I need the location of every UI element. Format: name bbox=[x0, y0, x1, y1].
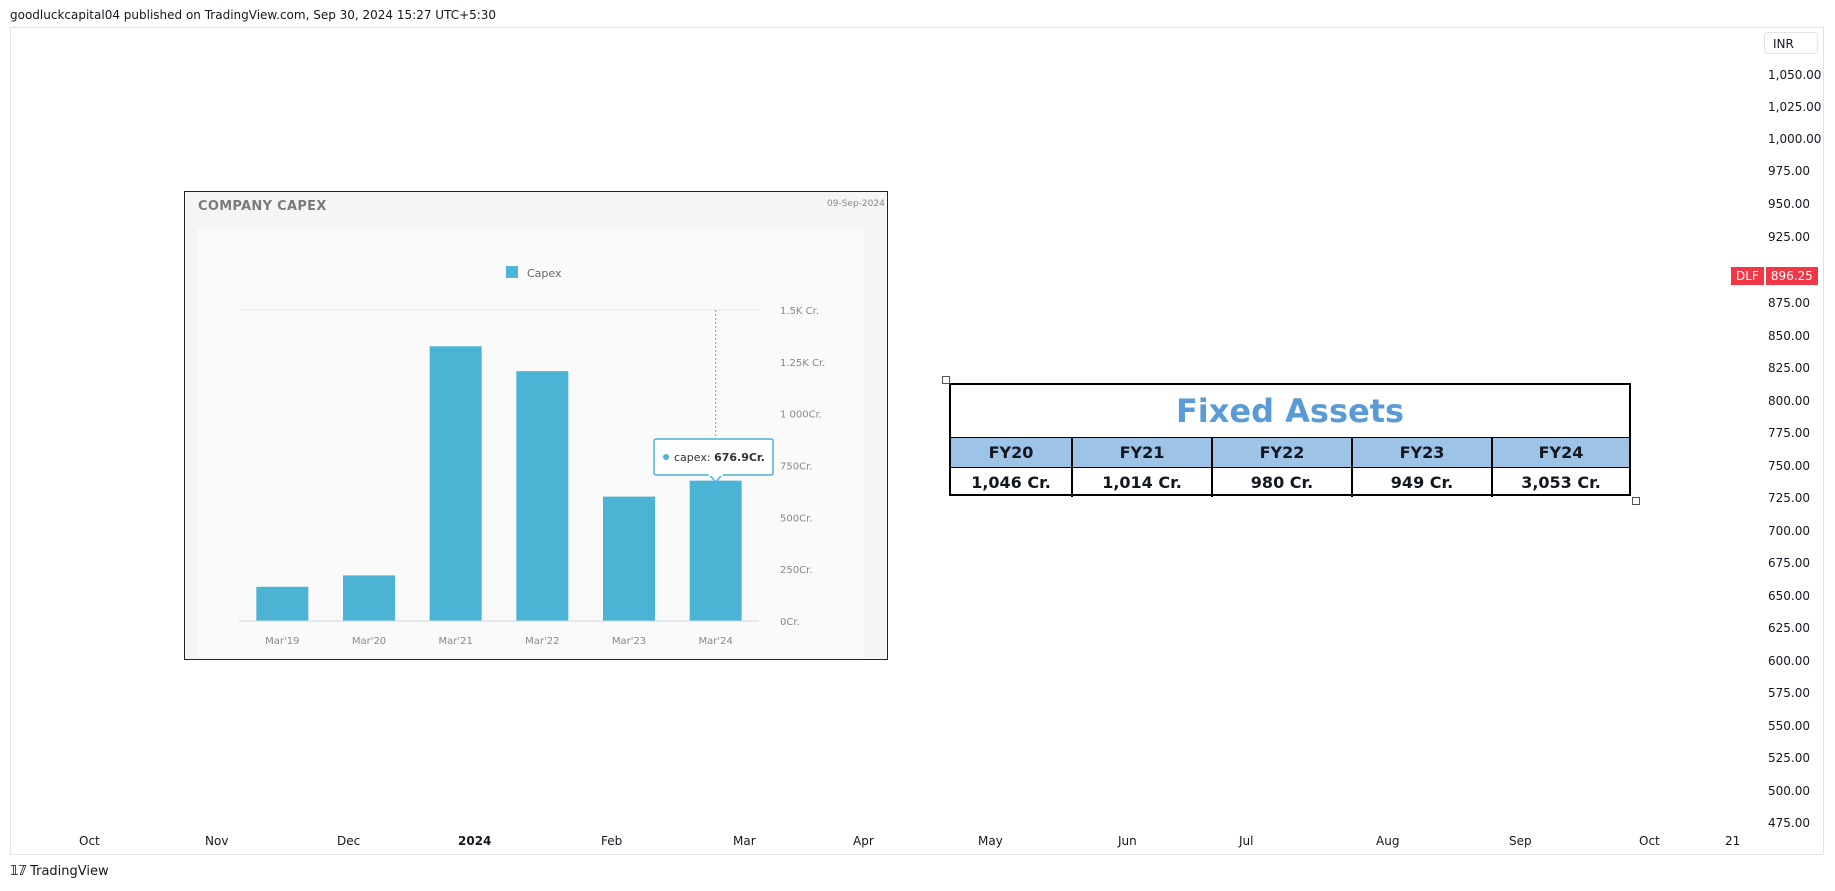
header-cell: FY24 bbox=[1493, 438, 1629, 467]
capex-bar-chart: Capex 0Cr. 250Cr. 500Cr. 750Cr. 1 000Cr. 1.25K… bbox=[239, 266, 825, 647]
time-tick-label: Jun bbox=[1118, 834, 1137, 848]
price-tick-label: 950.00 bbox=[1768, 197, 1810, 211]
time-tick-label: Oct bbox=[1639, 834, 1660, 848]
capex-ytick-label: 500Cr. bbox=[780, 513, 812, 524]
tooltip-value: 676.9Cr. bbox=[714, 451, 765, 464]
capex-ytick-label: 750Cr. bbox=[780, 462, 812, 473]
header-cell: FY20 bbox=[951, 438, 1073, 467]
price-tick-label: 1,000.00 bbox=[1768, 132, 1822, 146]
price-tick-label: 475.00 bbox=[1768, 816, 1810, 830]
price-tick-label: 700.00 bbox=[1768, 524, 1810, 538]
price-tick-label: 500.00 bbox=[1768, 784, 1810, 798]
price-value: 896.25 bbox=[1765, 267, 1818, 285]
capex-xtick-label: Mar'23 bbox=[612, 636, 646, 647]
price-tick-label: 875.00 bbox=[1768, 296, 1810, 310]
capex-bar bbox=[343, 575, 395, 621]
price-tick-label: 925.00 bbox=[1768, 230, 1810, 244]
tradingview-logo-icon: 𝟙𝟟 bbox=[10, 864, 27, 879]
capex-xtick-label: Mar'21 bbox=[438, 636, 472, 647]
capex-ytick-label: 1.25K Cr. bbox=[780, 358, 825, 369]
header-cell: FY21 bbox=[1073, 438, 1213, 467]
price-tick-label: 850.00 bbox=[1768, 329, 1810, 343]
capex-ytick-label: 0Cr. bbox=[780, 617, 800, 628]
time-tick-label: Dec bbox=[337, 834, 361, 848]
header-cell: FY23 bbox=[1353, 438, 1493, 467]
time-tick-label: Apr bbox=[853, 834, 874, 848]
time-tick-label: Sep bbox=[1509, 834, 1532, 848]
legend-label: Capex bbox=[527, 267, 562, 280]
currency-button[interactable]: INR bbox=[1764, 32, 1818, 54]
value-cell: 1,046 Cr. bbox=[951, 468, 1073, 497]
price-tick-label: 600.00 bbox=[1768, 654, 1810, 668]
price-tick-label: 525.00 bbox=[1768, 751, 1810, 765]
fixed-assets-title: Fixed Assets bbox=[951, 385, 1629, 438]
capex-date: 09-Sep-2024 bbox=[827, 199, 885, 209]
table-resize-handle[interactable] bbox=[1632, 497, 1640, 505]
time-tick-label: Jul bbox=[1239, 834, 1254, 848]
capex-ytick-label: 1.5K Cr. bbox=[780, 306, 819, 317]
capex-bar bbox=[516, 371, 569, 621]
price-tick-label: 625.00 bbox=[1768, 621, 1810, 635]
capex-xtick-label: Mar'19 bbox=[265, 636, 299, 647]
time-tick-label: 2024 bbox=[458, 834, 492, 848]
tooltip-label: capex: 676.9Cr. bbox=[674, 451, 765, 464]
capex-title: COMPANY CAPEX bbox=[198, 199, 327, 214]
fixed-assets-header-row: FY20 FY21 FY22 FY23 FY24 bbox=[951, 438, 1629, 467]
price-symbol: DLF bbox=[1731, 267, 1764, 285]
price-tick-label: 1,050.00 bbox=[1768, 68, 1822, 82]
time-tick-label: Oct bbox=[79, 834, 100, 848]
price-tick-label: 825.00 bbox=[1768, 361, 1810, 375]
table-resize-handle[interactable] bbox=[942, 376, 950, 384]
time-tick-label: Feb bbox=[601, 834, 623, 848]
publisher-header: goodluckcapital04 published on TradingVi… bbox=[10, 8, 497, 22]
time-tick-label: 21 bbox=[1725, 834, 1741, 848]
value-cell: 949 Cr. bbox=[1353, 468, 1493, 497]
last-price-label: DLF 896.25 bbox=[1731, 267, 1818, 285]
price-tick-label: 800.00 bbox=[1768, 394, 1810, 408]
price-tick-label: 975.00 bbox=[1768, 164, 1810, 178]
capex-ytick-label: 250Cr. bbox=[780, 565, 812, 576]
brand-name: TradingView bbox=[30, 864, 109, 879]
price-tick-label: 725.00 bbox=[1768, 491, 1810, 505]
price-tick-label: 675.00 bbox=[1768, 556, 1810, 570]
fixed-assets-table[interactable]: Fixed Assets FY20 FY21 FY22 FY23 FY24 1,… bbox=[949, 383, 1631, 497]
price-tick-label: 650.00 bbox=[1768, 589, 1810, 603]
price-tick-label: 575.00 bbox=[1768, 686, 1810, 700]
footer-brand[interactable]: 𝟙𝟟 TradingView bbox=[10, 864, 109, 879]
time-tick-label: Mar bbox=[733, 834, 756, 848]
value-cell: 3,053 Cr. bbox=[1521, 473, 1601, 492]
price-tick-label: 550.00 bbox=[1768, 719, 1810, 733]
tooltip-pointer-mask bbox=[708, 473, 723, 476]
capex-bar bbox=[256, 586, 309, 621]
capex-xtick-label: Mar'22 bbox=[525, 636, 559, 647]
legend-swatch bbox=[506, 266, 518, 278]
value-cell: 1,014 Cr. bbox=[1073, 468, 1213, 497]
fixed-assets-value-row: 1,046 Cr. 1,014 Cr. 980 Cr. 949 Cr. 3,05… bbox=[951, 467, 1629, 497]
chart-pane[interactable] bbox=[10, 27, 1824, 855]
tooltip-dot bbox=[663, 454, 669, 460]
time-tick-label: Aug bbox=[1376, 834, 1400, 848]
capex-xtick-label: Mar'24 bbox=[698, 636, 732, 647]
value-cell: 980 Cr. bbox=[1213, 468, 1353, 497]
capex-ytick-label: 1 000Cr. bbox=[780, 410, 822, 421]
header-cell: FY22 bbox=[1213, 438, 1353, 467]
time-tick-label: Nov bbox=[205, 834, 229, 848]
time-tick-label: May bbox=[978, 834, 1003, 848]
price-tick-label: 1,025.00 bbox=[1768, 100, 1822, 114]
capex-bar bbox=[689, 480, 742, 621]
capex-bar bbox=[603, 496, 655, 621]
capex-bar bbox=[429, 346, 482, 621]
price-tick-label: 750.00 bbox=[1768, 459, 1810, 473]
capex-xtick-label: Mar'20 bbox=[352, 636, 386, 647]
price-tick-label: 775.00 bbox=[1768, 426, 1810, 440]
